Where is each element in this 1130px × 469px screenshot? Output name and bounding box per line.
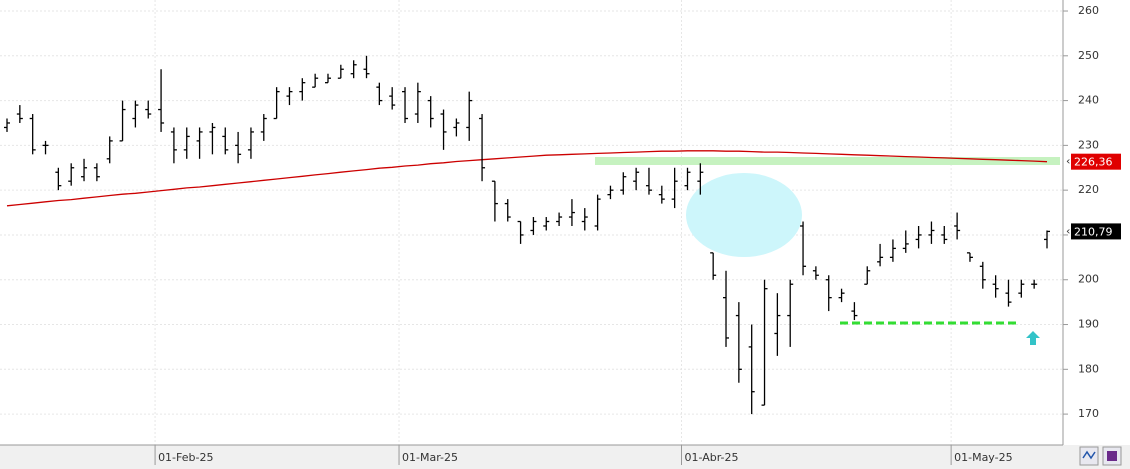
x-tick-label: 01-Abr-25 [684, 451, 738, 464]
y-tick-label: 230 [1078, 138, 1099, 151]
price-marker: ‹ [1066, 224, 1070, 237]
x-axis-area [0, 445, 1130, 469]
x-tick-label: 01-Mar-25 [402, 451, 458, 464]
y-tick-label: 180 [1078, 362, 1099, 375]
price-label-box [1071, 223, 1121, 240]
axis: 17018019020021022023024025026001-Feb-250… [154, 4, 1121, 465]
y-tick-label: 250 [1078, 49, 1099, 62]
y-tick-label: 220 [1078, 183, 1099, 196]
price-label-box [1071, 153, 1121, 170]
grid [0, 0, 1063, 445]
x-tick-label: 01-May-25 [954, 451, 1012, 464]
price-label: 226,36 [1074, 156, 1113, 169]
resistance-band [595, 157, 1060, 165]
zoom-icon [1082, 450, 1096, 460]
gap-highlight [686, 173, 802, 257]
moving-average [6, 150, 1048, 207]
plot [4, 55, 1050, 415]
x-tick-label: 01-Feb-25 [158, 451, 213, 464]
save-icon [1107, 451, 1117, 461]
y-tick-label: 260 [1078, 4, 1099, 17]
y-tick-label: 190 [1078, 318, 1099, 331]
y-tick-label: 170 [1078, 407, 1099, 420]
y-tick-label: 200 [1078, 273, 1099, 286]
price-marker: ‹ [1066, 155, 1070, 168]
y-axis-area [1063, 0, 1130, 445]
price-label: 210,79 [1074, 225, 1113, 238]
y-tick-label: 240 [1078, 94, 1099, 107]
up-arrow [1026, 331, 1040, 345]
